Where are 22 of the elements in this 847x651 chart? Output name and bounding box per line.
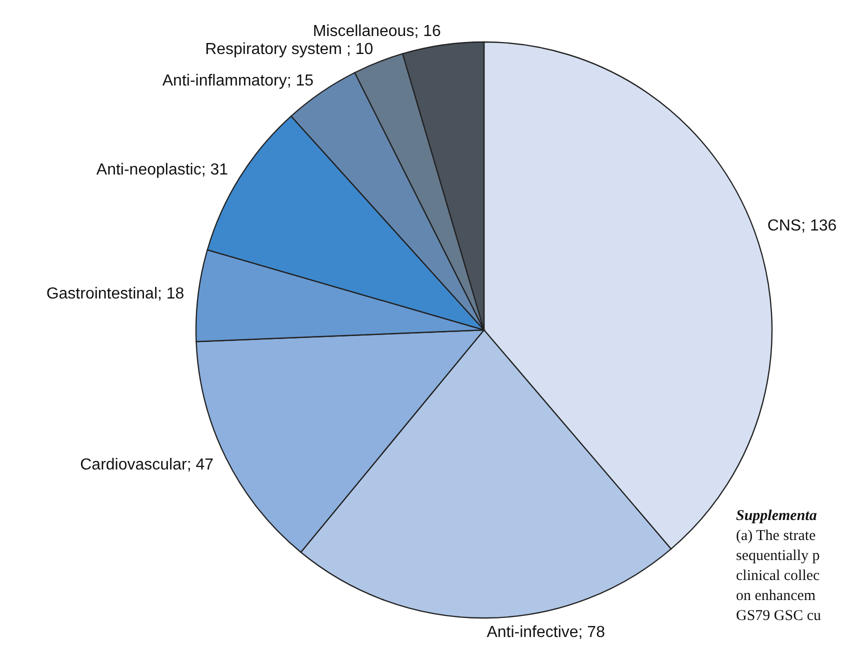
text: Supplementa bbox=[736, 507, 818, 526]
data-label: ; 16 bbox=[414, 22, 441, 40]
data-label: ; 15 bbox=[286, 72, 314, 90]
slice-label: Respiratory system bbox=[205, 40, 346, 58]
data-label: ; 47 bbox=[186, 456, 214, 473]
text: clinical collec bbox=[736, 567, 821, 586]
text: sequentially p bbox=[736, 547, 821, 566]
text: on enhancem bbox=[736, 587, 817, 606]
data-label: ; 31 bbox=[201, 161, 228, 178]
slice-label: Miscellaneous bbox=[312, 22, 414, 40]
slice-label: Anti-neoplastic bbox=[96, 161, 202, 178]
slice-label: Gastrointestinal bbox=[46, 285, 158, 302]
data-label: ; 18 bbox=[158, 285, 184, 302]
data-label: ; 10 bbox=[346, 40, 374, 58]
text: GS79 GSC cu bbox=[736, 607, 822, 626]
slice-label: Anti-infective bbox=[486, 623, 578, 640]
data-label: ; 78 bbox=[578, 623, 606, 640]
text: (a) The strate bbox=[736, 527, 817, 546]
slice-label: Anti-inflammatory bbox=[162, 72, 287, 90]
slice-label: Cardiovascular bbox=[80, 456, 188, 473]
data-label: ; 136 bbox=[801, 216, 837, 234]
slice-label: CNS bbox=[767, 216, 802, 234]
